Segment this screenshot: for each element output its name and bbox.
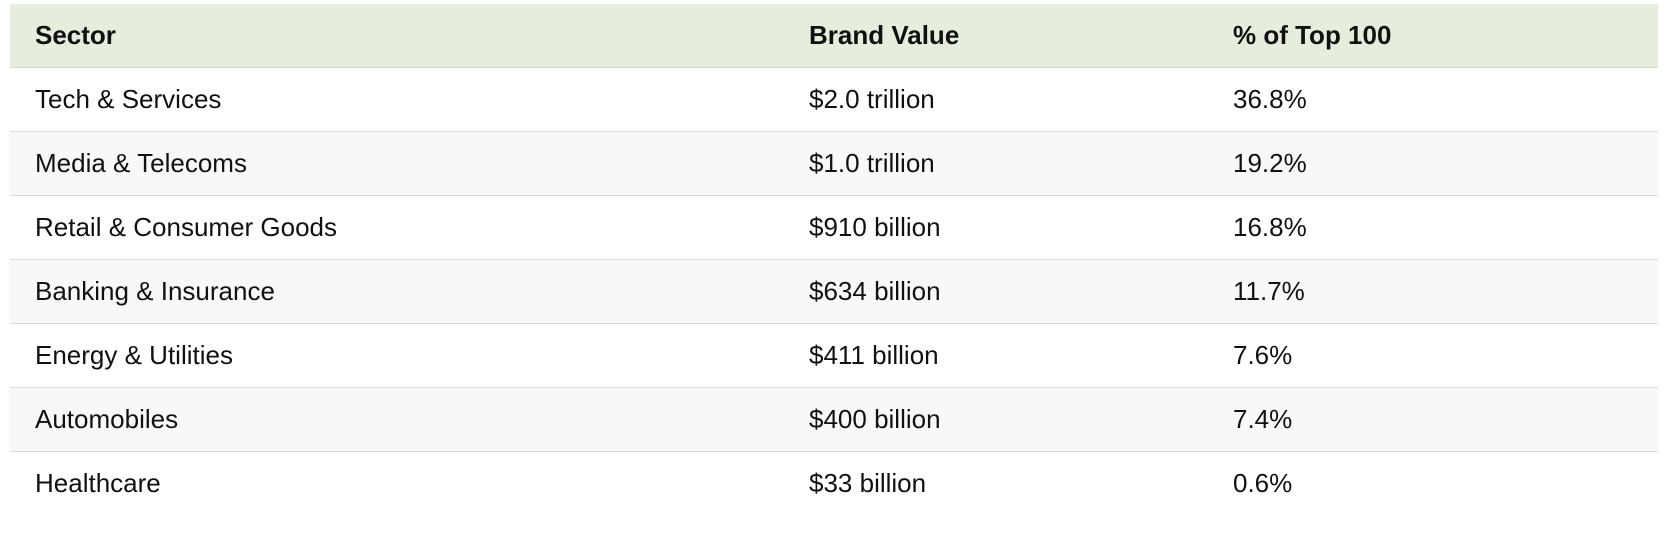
cell-sector: Banking & Insurance [10, 259, 784, 324]
cell-sector: Media & Telecoms [10, 131, 784, 196]
table-row: Banking & Insurance $634 billion 11.7% [10, 259, 1658, 324]
cell-brand-value: $2.0 trillion [784, 67, 1208, 132]
cell-sector: Retail & Consumer Goods [10, 195, 784, 260]
header-row: Sector Brand Value % of Top 100 [10, 4, 1658, 68]
cell-sector: Energy & Utilities [10, 323, 784, 388]
table-row: Healthcare $33 billion 0.6% [10, 451, 1658, 515]
cell-brand-value: $910 billion [784, 195, 1208, 260]
cell-share: 36.8% [1208, 67, 1658, 132]
cell-sector: Healthcare [35, 467, 161, 498]
cell-sector: Automobiles [10, 387, 784, 452]
cell-share: 11.7% [1208, 259, 1658, 324]
cell-brand-value: $411 billion [784, 323, 1208, 388]
data-table: Sector Brand Value % of Top 100 Tech & S… [10, 4, 1658, 515]
sector-brand-value-table: Sector Brand Value % of Top 100 Tech & S… [10, 4, 1658, 515]
cell-share: 7.4% [1208, 387, 1658, 452]
table-row: Energy & Utilities $411 billion 7.6% [10, 323, 1658, 388]
cell-brand-value: $400 billion [784, 387, 1208, 452]
column-header-brand-value: Brand Value [784, 4, 1208, 68]
cell-brand-value: $634 billion [784, 259, 1208, 324]
cell-share: 19.2% [1208, 131, 1658, 196]
column-header-sector: Sector [10, 4, 784, 68]
cell-brand-value: $33 billion [809, 467, 927, 498]
cell-share: 7.6% [1208, 323, 1658, 388]
table-row: Retail & Consumer Goods $910 billion 16.… [10, 195, 1658, 260]
table-header: Sector Brand Value % of Top 100 [10, 4, 1658, 68]
table-row: Media & Telecoms $1.0 trillion 19.2% [10, 131, 1658, 196]
table-row: Tech & Services $2.0 trillion 36.8% [10, 67, 1658, 132]
cell-brand-value: $1.0 trillion [784, 131, 1208, 196]
table-body: Tech & Services $2.0 trillion 36.8% Medi… [10, 67, 1658, 515]
column-header-percent-of-top-100: % of Top 100 [1208, 4, 1658, 68]
table-row: Automobiles $400 billion 7.4% [10, 387, 1658, 452]
cell-share: 16.8% [1208, 195, 1658, 260]
cell-share: 0.6% [1233, 467, 1293, 498]
cell-sector: Tech & Services [10, 67, 784, 132]
